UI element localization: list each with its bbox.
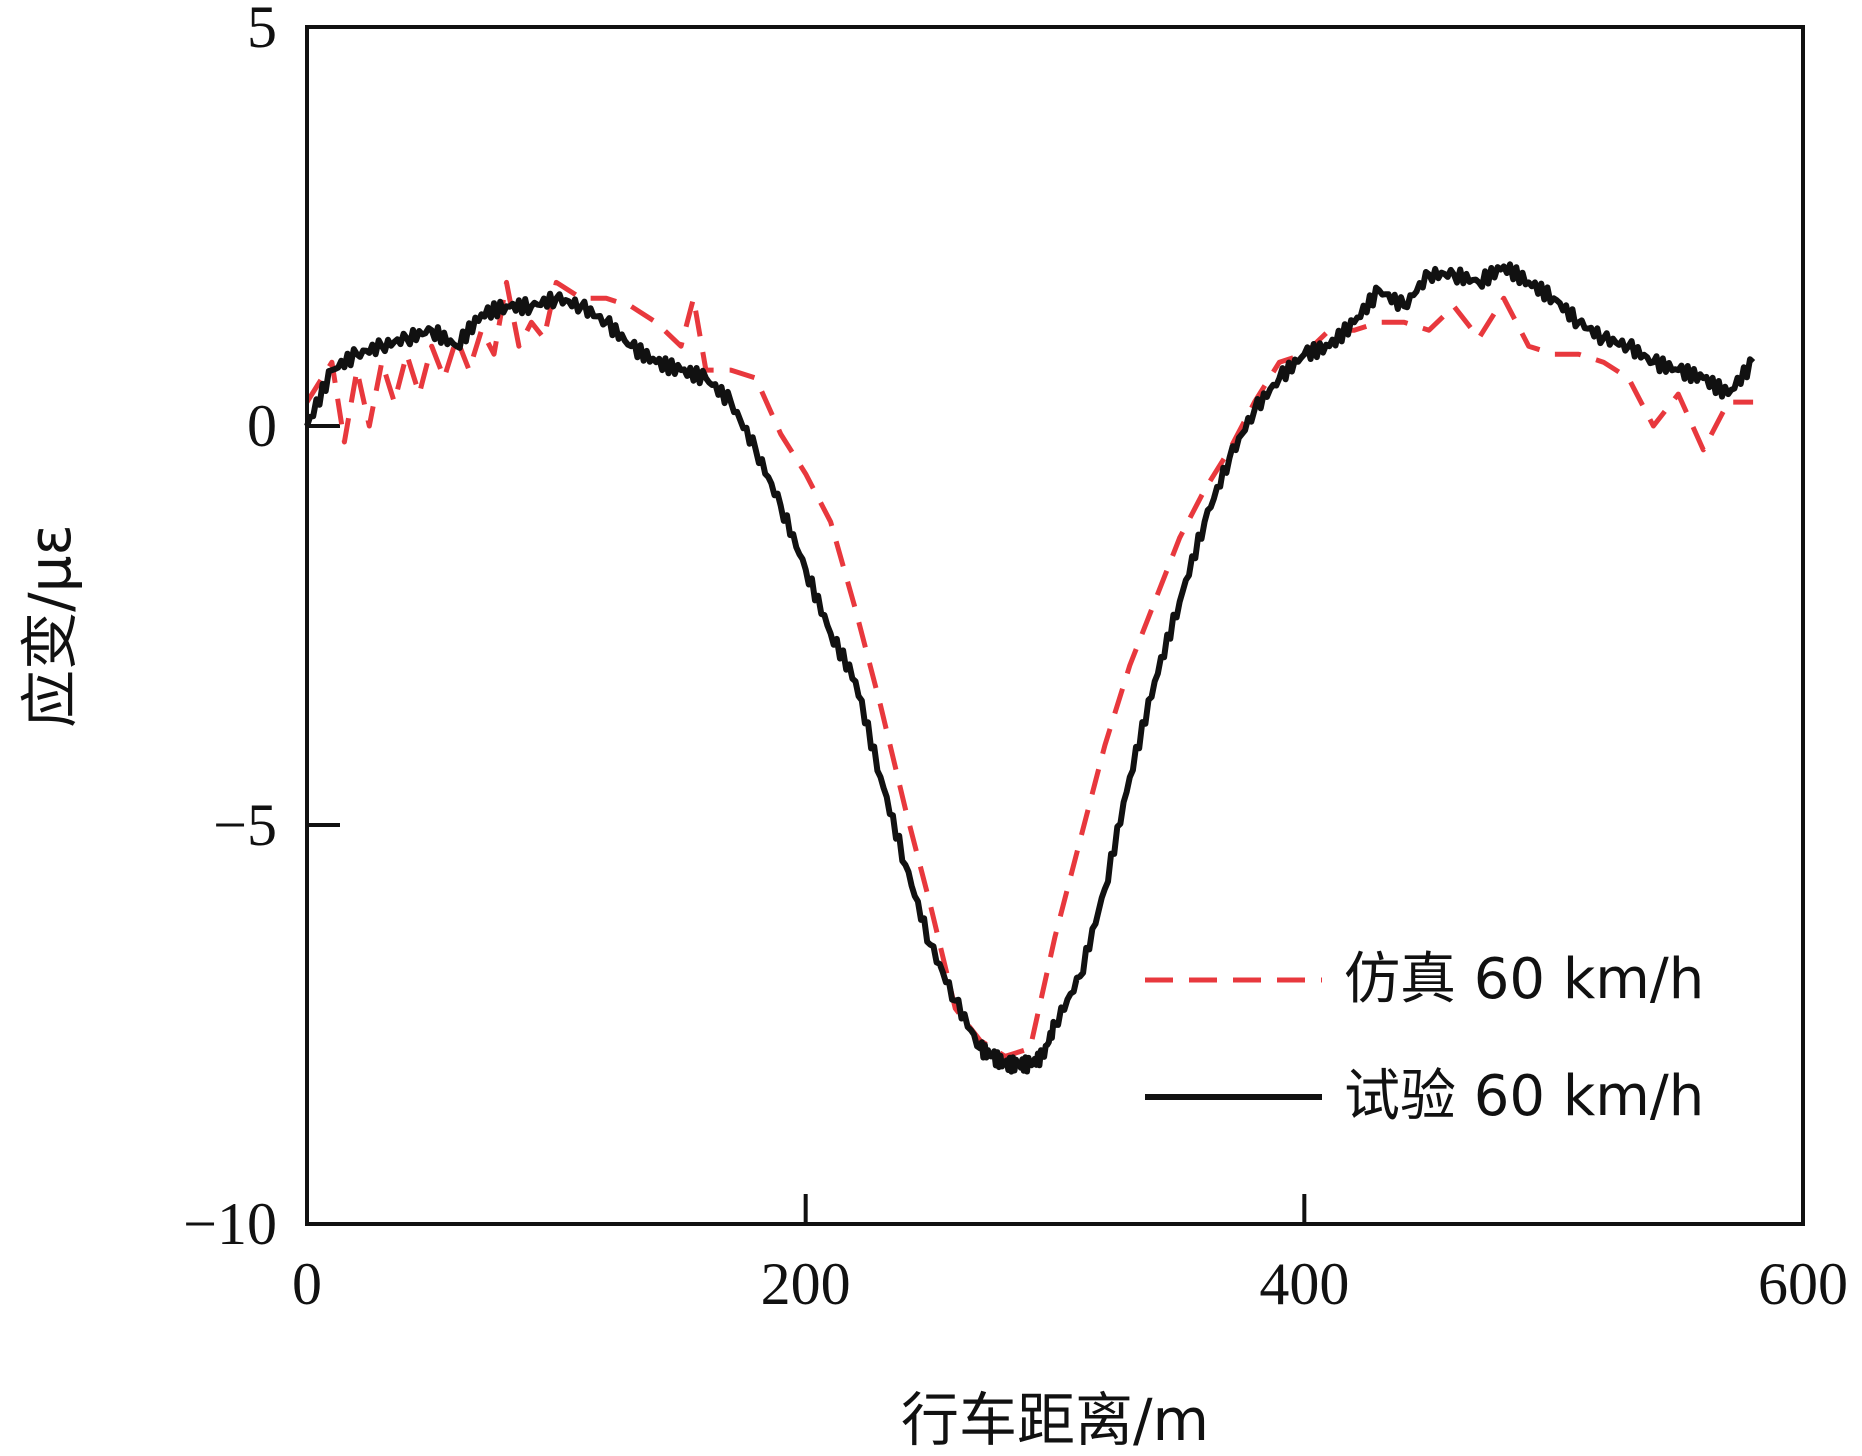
series-line-test <box>304 261 1756 1075</box>
x-tick-label: 600 <box>1758 1251 1848 1317</box>
series-layer <box>304 261 1756 1075</box>
y-tick-label: −10 <box>183 1191 277 1257</box>
plot-frame <box>305 25 1805 1226</box>
x-axis-title: 行车距离/m <box>901 1386 1209 1454</box>
y-tick-label: 0 <box>247 393 277 459</box>
y-axis-title: 应变/με <box>16 524 84 728</box>
x-tick-label: 200 <box>761 1251 851 1317</box>
tick-marks <box>307 424 1307 1224</box>
legend: 仿真 60 km/h 试验 60 km/h <box>1145 947 1704 1129</box>
x-tick-label: 0 <box>292 1251 322 1317</box>
series-line-simulation <box>304 279 1754 1059</box>
y-tick-label: 5 <box>247 0 277 60</box>
x-tick-label: 400 <box>1259 1251 1349 1317</box>
legend-label-test: 试验 60 km/h <box>1344 1064 1704 1129</box>
tick-labels: 0 200 400 600 5 0 −5 −10 <box>183 0 1848 1317</box>
legend-label-simulation: 仿真 60 km/h <box>1344 947 1704 1012</box>
y-tick-label: −5 <box>213 792 277 858</box>
